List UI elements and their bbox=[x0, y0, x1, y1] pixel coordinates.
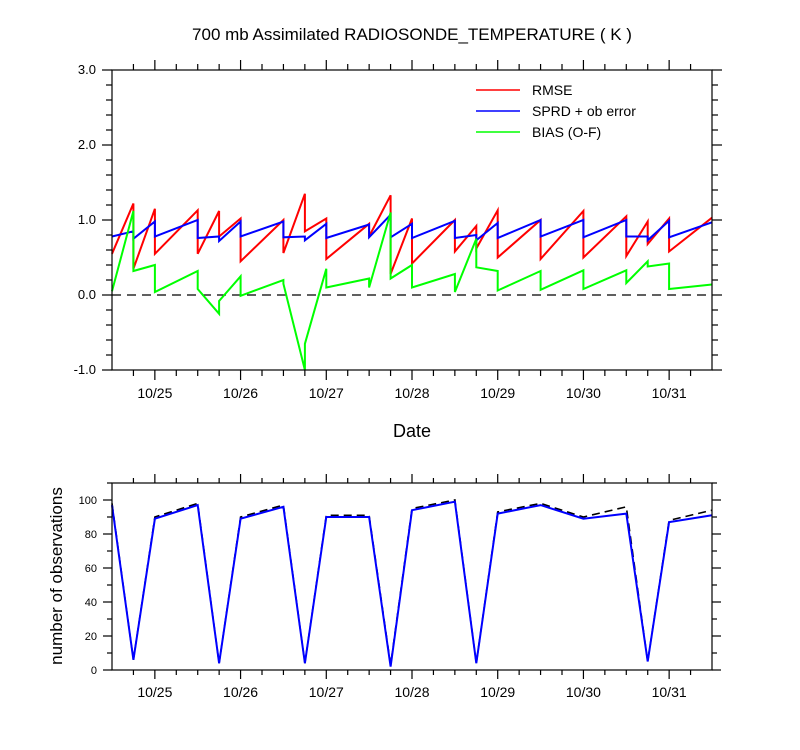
x-tick-label: 10/25 bbox=[137, 385, 172, 401]
y-tick-label: 100 bbox=[79, 495, 97, 507]
x-tick-label: 10/26 bbox=[223, 684, 258, 700]
legend-label-rmse: RMSE bbox=[532, 82, 572, 98]
x-tick-label: 10/31 bbox=[652, 385, 687, 401]
top-x-tick-labels: 10/25 10/26 10/27 10/28 10/29 10/30 10/31 bbox=[137, 385, 687, 401]
y-tick-label: 20 bbox=[85, 631, 97, 643]
y-axis-label-observations: number of observations bbox=[47, 487, 66, 665]
x-axis-label: Date bbox=[393, 421, 431, 441]
y-tick-label: 0 bbox=[91, 665, 97, 677]
x-tick-label: 10/25 bbox=[137, 684, 172, 700]
top-y-tick-labels: -1.0 0.0 1.0 2.0 3.0 bbox=[74, 62, 96, 377]
x-tick-label: 10/29 bbox=[480, 385, 515, 401]
bottom-axis-ticks bbox=[103, 474, 721, 679]
legend: RMSE SPRD + ob error BIAS (O-F) bbox=[476, 82, 636, 140]
y-tick-label: 40 bbox=[85, 597, 97, 609]
x-tick-label: 10/28 bbox=[394, 684, 429, 700]
bottom-plot-frame bbox=[111, 482, 713, 671]
series-line-observations-dashed bbox=[111, 499, 713, 666]
y-tick-label: -1.0 bbox=[74, 362, 96, 377]
legend-label-bias: BIAS (O-F) bbox=[532, 124, 601, 140]
x-tick-label: 10/27 bbox=[309, 684, 344, 700]
series-line-bias-o-f bbox=[111, 210, 713, 371]
y-tick-label: 1.0 bbox=[78, 212, 96, 227]
x-tick-label: 10/30 bbox=[566, 684, 601, 700]
top-series-lines bbox=[111, 193, 713, 371]
legend-label-sprd: SPRD + ob error bbox=[532, 103, 636, 119]
x-tick-label: 10/27 bbox=[309, 385, 344, 401]
y-tick-label: 3.0 bbox=[78, 62, 96, 77]
top-axis-ticks bbox=[102, 60, 722, 380]
y-tick-label: 60 bbox=[85, 563, 97, 575]
chart-title: 700 mb Assimilated RADIOSONDE_TEMPERATUR… bbox=[192, 25, 632, 44]
series-line-observations-solid bbox=[111, 500, 713, 667]
y-tick-label: 80 bbox=[85, 529, 97, 541]
top-plot-frame bbox=[111, 69, 713, 371]
x-tick-label: 10/28 bbox=[394, 385, 429, 401]
x-tick-label: 10/26 bbox=[223, 385, 258, 401]
bottom-series-lines bbox=[111, 499, 713, 667]
y-tick-label: 2.0 bbox=[78, 137, 96, 152]
bottom-y-tick-labels: 0 20 40 60 80 100 bbox=[79, 495, 97, 677]
x-tick-label: 10/31 bbox=[652, 684, 687, 700]
x-tick-label: 10/30 bbox=[566, 385, 601, 401]
y-tick-label: 0.0 bbox=[78, 287, 96, 302]
bottom-x-tick-labels: 10/25 10/26 10/27 10/28 10/29 10/30 10/31 bbox=[137, 684, 687, 700]
x-tick-label: 10/29 bbox=[480, 684, 515, 700]
